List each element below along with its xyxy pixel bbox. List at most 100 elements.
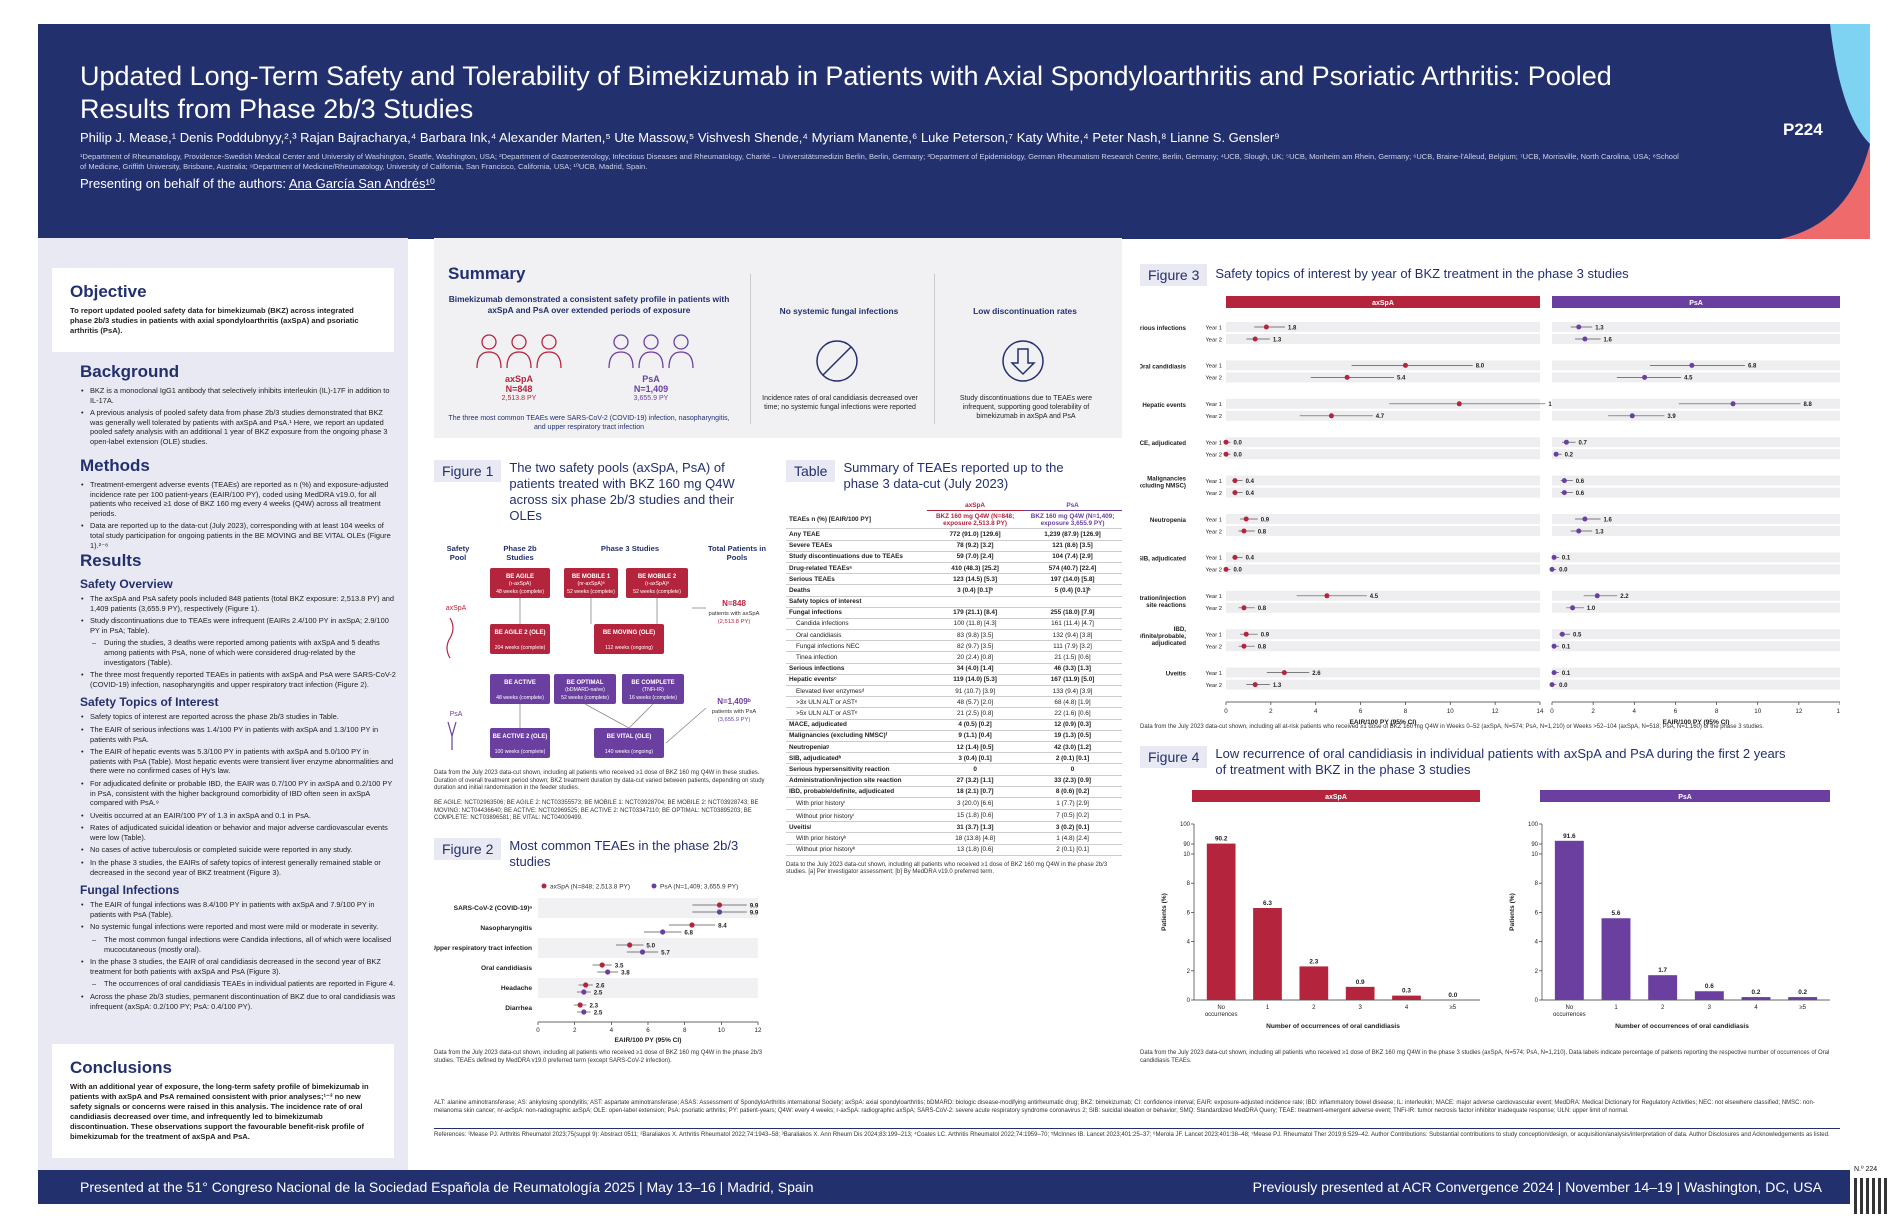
table-cell-axspa: 31 (3.7) [1.3] [927, 821, 1024, 834]
data-point [689, 922, 695, 928]
study-weeks: 140 weeks (ongoing) [605, 749, 653, 755]
presenting-name[interactable]: Ana García San Andrés¹⁰ [288, 176, 435, 191]
fungal-list: The EAIR of fungal infections was 8.4/10… [80, 900, 396, 1011]
row-band [1552, 526, 1840, 536]
data-label: 0.5 [1573, 633, 1582, 639]
table-row-label: Candida infections [786, 618, 928, 631]
bar [1345, 986, 1375, 1000]
study-name: BE OPTIMAL [567, 680, 604, 686]
table-cell-axspa: 27 (3.2) [1.1] [927, 775, 1024, 787]
figure3-title: Safety topics of interest by year of BKZ… [1215, 266, 1629, 281]
bar-label: 0.2 [1752, 989, 1761, 996]
summary-disc-text: Study discontinuations due to TEAEs were… [959, 395, 1093, 420]
table-cell-psa: 121 (8.6) [3.5] [1023, 540, 1122, 552]
figure4-footnote: Data from the July 2023 data-cut shown, … [1140, 1050, 1830, 1064]
table-cell-axspa: 48 (5.7) [2.0] [927, 696, 1024, 709]
category-label: Upper respiratory tract infection [434, 945, 532, 952]
row-band [1226, 602, 1540, 613]
bar-label: 90.2 [1215, 836, 1228, 843]
x-axis-title: EAIR/100 PY (95% CI) [1350, 719, 1417, 726]
psa-people-icon [608, 334, 694, 369]
category-label: Uveitis [1166, 671, 1187, 678]
row-band [1226, 437, 1540, 448]
figure1-title: The two safety pools (axSpA, PsA) of pat… [509, 460, 735, 523]
study-sub: (bDMARD-naïve) [565, 687, 605, 693]
y-tick-label: 10 [1531, 852, 1538, 858]
panel-header-label: axSpA [1372, 300, 1394, 307]
table-row-label: >5x ULN ALT or ASTᵉ [786, 707, 928, 720]
table-row: With prior historyᵏ 18 (13.8) [4.8] 1 (4.8… [786, 832, 1122, 845]
table-cell-psa: 21 (1.5) [0.6] [1023, 651, 1122, 664]
data-point [1549, 566, 1555, 572]
x-tick-label: 2 [1312, 1005, 1316, 1011]
summary-teae-note: The three most common TEAEs were SARS-Co… [448, 415, 730, 431]
study-name: BE AGILE 2 (OLE) [494, 630, 545, 636]
summary-heading: Summary [448, 264, 526, 283]
study-box [594, 624, 664, 654]
table-head-psa: BKZ 160 mg Q4W (N=1,409; exposure 3,655.… [1023, 510, 1122, 530]
table-cell-psa: 2 (0.1) [0.1] [1023, 844, 1122, 856]
data-label: 5.0 [646, 942, 655, 949]
table-row: Malignancies (excluding NMSC)ᶠ 9 (1.1) [0… [786, 730, 1122, 742]
data-point [1402, 362, 1408, 368]
study-weeks: 204 weeks (complete) [495, 645, 546, 651]
summary-psa: PsA N=1,409 3,655.9 PY [610, 374, 692, 404]
year-label: Year 2 [1205, 606, 1222, 612]
poster-title: Updated Long-Term Safety and Tolerabilit… [80, 61, 1612, 124]
x-tick-label: 12 [755, 1027, 762, 1034]
study-name: BE COMPLETE [631, 680, 674, 686]
figure1-footnote: Data from the July 2023 data-cut shown, … [434, 770, 765, 792]
year-label: Year 2 [1205, 529, 1222, 535]
study-box [622, 674, 684, 704]
summary-axspa-n: N=848 [505, 384, 533, 394]
data-point [1328, 413, 1334, 419]
summary-fungal-head: No systemic fungal infections [779, 306, 899, 316]
y-axis-title: Patients (%) [1509, 893, 1516, 931]
flow-connector [628, 703, 654, 729]
figure2-title: Most common TEAEs in the phase 2b/3 stud… [509, 838, 739, 869]
row-band [1226, 410, 1540, 421]
table-cell-psa: 255 (18.0) [7.9] [1023, 607, 1122, 619]
row-band [1226, 334, 1540, 344]
category-label: Malignancies [1147, 476, 1186, 483]
axspa-total-sub: patients with axSpA [709, 611, 760, 617]
pool-psa-label: PsA [450, 711, 463, 718]
bar-label: 5.6 [1612, 910, 1621, 917]
study-box [490, 568, 550, 598]
table-row: >3x ULN ALT or ASTᵉ 48 (5.7) [2.0] 68 (4.8… [786, 696, 1122, 709]
summary-disc-head: Low discontinuation rates [973, 306, 1077, 316]
study-name: BE MOBILE 2 [638, 574, 677, 580]
row-band [1226, 487, 1540, 498]
table-row-label: Serious TEAEs [786, 573, 928, 586]
summary-fungal-text: Incidence rates of oral candidiasis decr… [762, 395, 918, 411]
study-box [564, 568, 618, 598]
figure4-title: Low recurrence of oral candidiasis in in… [1215, 746, 1786, 777]
row-band [1552, 372, 1840, 383]
data-point [1232, 490, 1238, 496]
data-point [1563, 439, 1569, 445]
study-name: BE ACTIVE 2 (OLE) [493, 734, 548, 740]
panel-header-label: PsA [1689, 300, 1703, 307]
table-cell-axspa: 18 (13.8) [4.8] [927, 832, 1024, 845]
data-point [1689, 362, 1695, 368]
bar-label: 91.6 [1563, 833, 1576, 840]
table-label: Table [786, 460, 836, 482]
data-label: 1.8 [1288, 325, 1297, 331]
year-label: Year 1 [1205, 594, 1222, 600]
data-label: 0.1 [1562, 556, 1571, 562]
table-row-label: Severe TEAEs [786, 540, 928, 552]
no-fungal-icon [816, 340, 858, 382]
year-label: Year 1 [1205, 633, 1222, 639]
pool-axspa-label: axSpA [446, 605, 467, 612]
flow-connector [665, 707, 707, 744]
qr-block[interactable]: N.º 224 [1850, 1164, 1894, 1216]
qr-code-icon[interactable] [1854, 1178, 1890, 1214]
data-point [605, 969, 611, 975]
y-axis-title: Patients (%) [1161, 893, 1168, 931]
data-point [581, 1009, 587, 1015]
data-label: 0.4 [1246, 556, 1255, 562]
table-cell-axspa: 20 (2.4) [0.8] [927, 651, 1024, 664]
y-tick-label: 0 [1187, 998, 1191, 1004]
summary-psa-py: 3,655.9 PY [633, 395, 669, 402]
table-row: Hepatic eventsᶜ 119 (14.0) [5.3] 167 (11.9… [786, 674, 1122, 687]
